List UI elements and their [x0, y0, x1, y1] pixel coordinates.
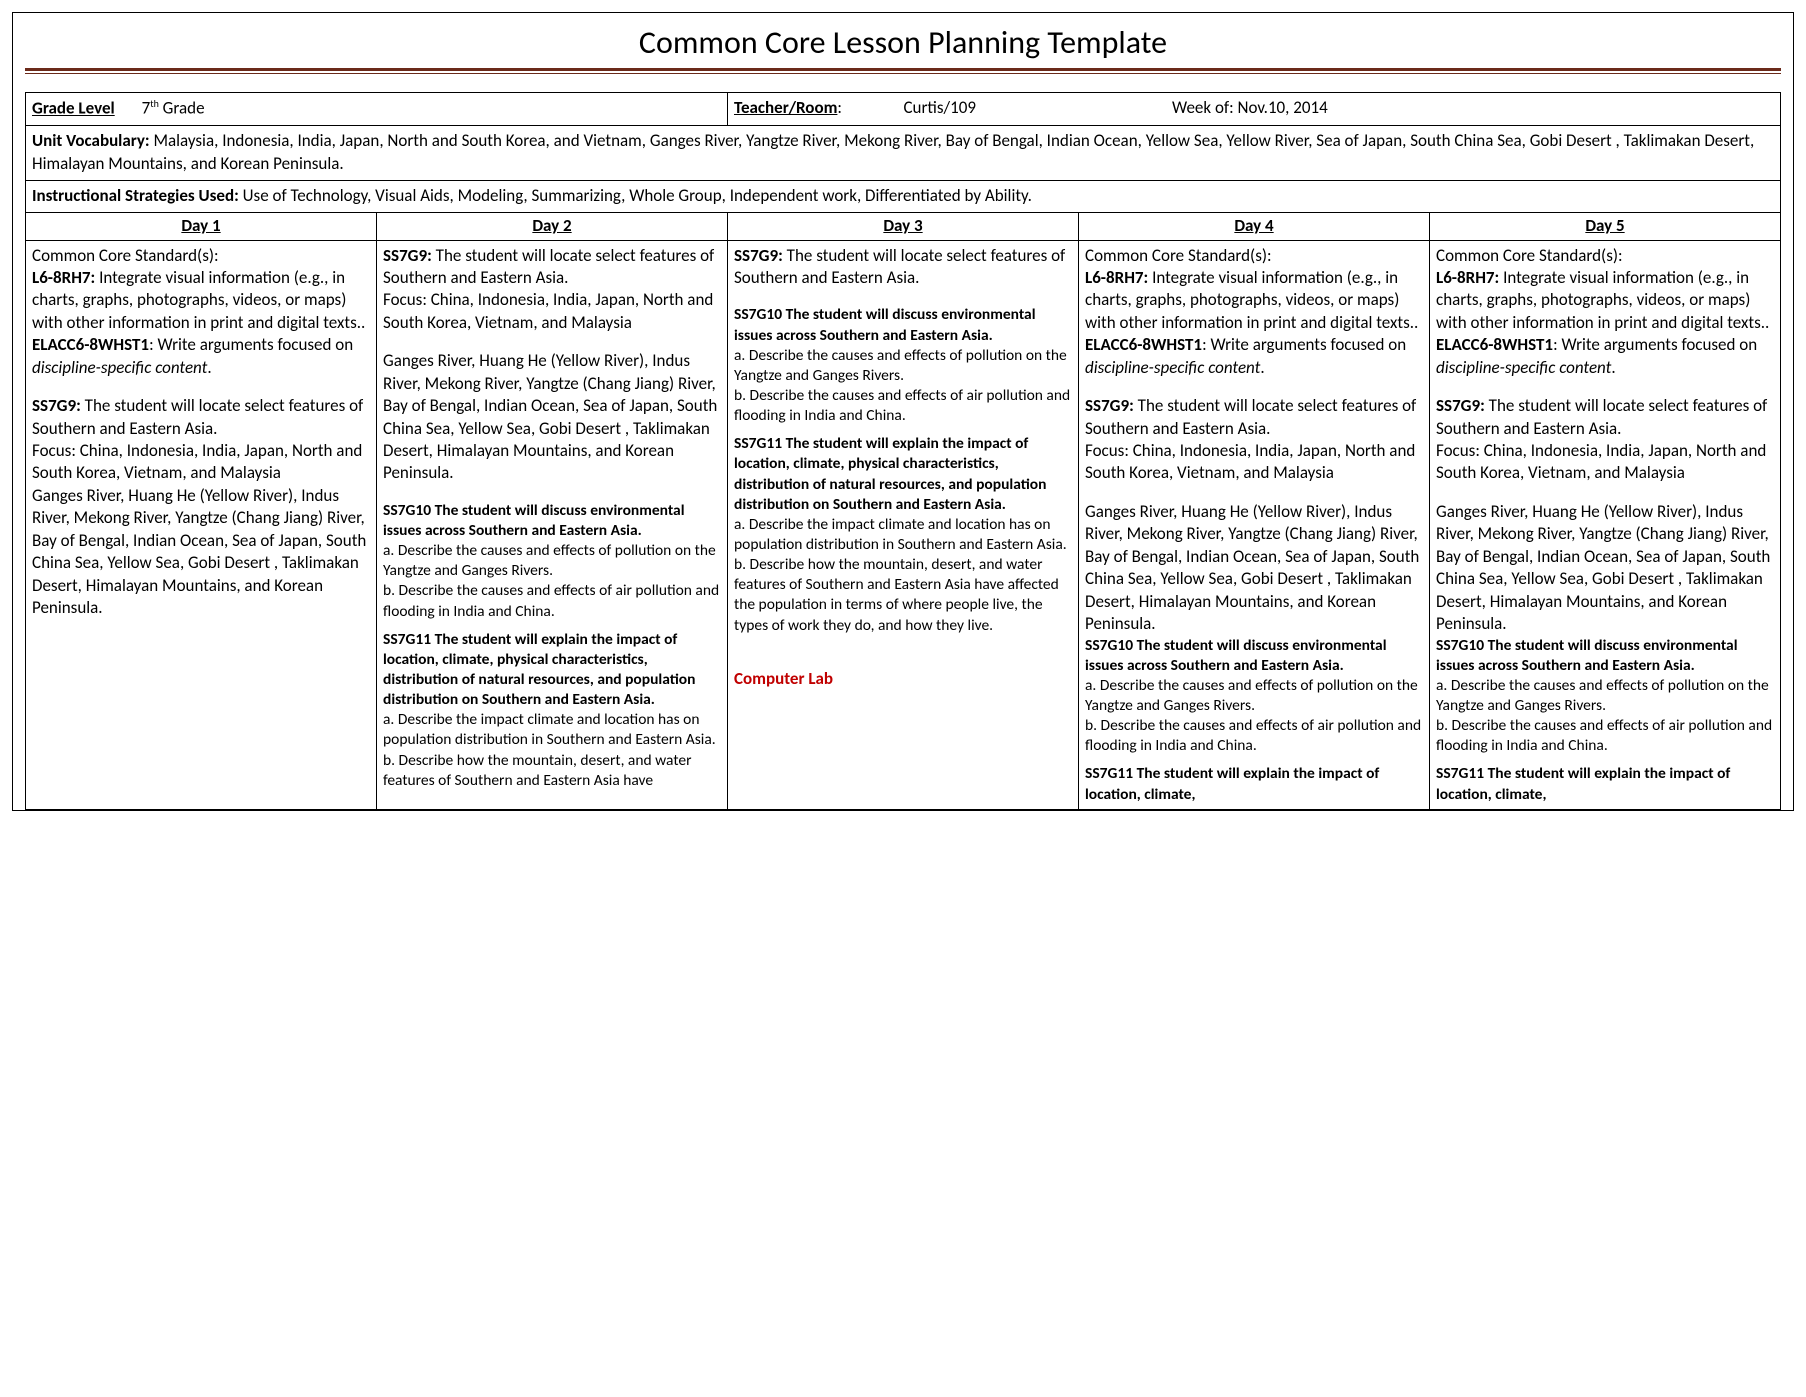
strategies-label: Instructional Strategies Used:	[32, 185, 239, 206]
d5-g10-a: a. Describe the causes and effects of po…	[1436, 676, 1774, 716]
d5-g10-bold: SS7G10 The student will discuss environm…	[1436, 636, 1774, 676]
strategies-row: Instructional Strategies Used: Use of Te…	[26, 180, 1781, 212]
document-title: Common Core Lesson Planning Template	[25, 21, 1781, 68]
teacher-value: Curtis/109	[903, 97, 975, 118]
day2-cell: SS7G9: The student will locate select fe…	[377, 240, 728, 809]
d2-g11-b-cut: b. Describe how the mountain, desert, an…	[383, 751, 721, 791]
vocab-label: Unit Vocabulary:	[32, 130, 150, 151]
teacher-week-cell: Teacher/Room: Curtis/109 Week of: Nov.10…	[728, 93, 1781, 126]
d5-ccs: Common Core Standard(s):	[1436, 245, 1623, 266]
title-divider	[25, 68, 1781, 74]
d3-g10-b: b. Describe the causes and effects of ai…	[734, 386, 1072, 426]
d2-g10-bold: SS7G10 The student will discuss environm…	[383, 501, 721, 541]
d2-g11-bold: SS7G11 The student will explain the impa…	[383, 630, 721, 711]
d5-elacc-code: ELACC6-8WHST1	[1436, 334, 1553, 355]
day4-header: Day 4	[1079, 212, 1430, 240]
grade-label: Grade Level	[32, 98, 115, 119]
d4-elacc-pre: : Write arguments focused on	[1202, 334, 1406, 355]
day2-header: Day 2	[377, 212, 728, 240]
grade-value-sup: th	[150, 97, 159, 110]
grade-value-pre: 7	[142, 98, 151, 119]
day5-cell: Common Core Standard(s): L6-8RH7: Integr…	[1430, 240, 1781, 809]
d3-g10-bold: SS7G10 The student will discuss environm…	[734, 305, 1072, 345]
d3-g10-a: a. Describe the causes and effects of po…	[734, 346, 1072, 386]
day-header-row: Day 1 Day 2 Day 3 Day 4 Day 5	[26, 212, 1781, 240]
page-container: Common Core Lesson Planning Template Gra…	[12, 12, 1794, 811]
d2-g9-text: The student will locate select features …	[383, 245, 714, 288]
teacher-label: Teacher/Room	[734, 97, 837, 118]
day3-header: Day 3	[728, 212, 1079, 240]
d3-computer-lab: Computer Lab	[734, 668, 1072, 690]
d4-ccs: Common Core Standard(s):	[1085, 245, 1272, 266]
d1-elacc-per: .	[207, 357, 211, 378]
d5-elacc-pre: : Write arguments focused on	[1553, 334, 1757, 355]
d1-elacc-code: ELACC6-8WHST1	[32, 334, 149, 355]
d1-elacc-pre: : Write arguments focused on	[149, 334, 353, 355]
d5-focus: Focus: China, Indonesia, India, Japan, N…	[1436, 440, 1774, 485]
d1-features: Ganges River, Huang He (Yellow River), I…	[32, 485, 370, 620]
d1-elacc-it: discipline-specific content	[32, 357, 207, 378]
d1-l68-code: L6-8RH7:	[32, 267, 95, 288]
grade-value-post: Grade	[159, 98, 205, 119]
d3-g9-code: SS7G9:	[734, 245, 783, 266]
d2-g10-b: b. Describe the causes and effects of ai…	[383, 581, 721, 621]
day4-cell: Common Core Standard(s): L6-8RH7: Integr…	[1079, 240, 1430, 809]
strategies-cell: Instructional Strategies Used: Use of Te…	[26, 180, 1781, 212]
d5-elacc-per: .	[1611, 357, 1615, 378]
d2-g9-code: SS7G9:	[383, 245, 432, 266]
d4-g10-b: b. Describe the causes and effects of ai…	[1085, 716, 1423, 756]
d4-elacc-code: ELACC6-8WHST1	[1085, 334, 1202, 355]
d5-l68-code: L6-8RH7:	[1436, 267, 1499, 288]
vocab-text: Malaysia, Indonesia, India, Japan, North…	[32, 130, 1754, 174]
vocab-row: Unit Vocabulary: Malaysia, Indonesia, In…	[26, 125, 1781, 180]
d1-g9-code: SS7G9:	[32, 395, 81, 416]
d4-g10-a: a. Describe the causes and effects of po…	[1085, 676, 1423, 716]
d5-elacc-it: discipline-specific content	[1436, 357, 1611, 378]
grade-cell: Grade Level 7th Grade	[26, 93, 728, 126]
week-value: Week of: Nov.10, 2014	[1172, 97, 1328, 118]
d4-elacc-per: .	[1260, 357, 1264, 378]
d4-g9-text: The student will locate select features …	[1085, 395, 1416, 438]
strategies-text: Use of Technology, Visual Aids, Modeling…	[239, 185, 1032, 206]
day1-cell: Common Core Standard(s): L6-8RH7: Integr…	[26, 240, 377, 809]
d5-features: Ganges River, Huang He (Yellow River), I…	[1436, 501, 1774, 636]
d3-g11-a: a. Describe the impact climate and locat…	[734, 515, 1072, 555]
d2-g11-a: a. Describe the impact climate and locat…	[383, 710, 721, 750]
d3-g11-b: b. Describe how the mountain, desert, an…	[734, 555, 1072, 636]
d4-elacc-it: discipline-specific content	[1085, 357, 1260, 378]
d2-g10-a: a. Describe the causes and effects of po…	[383, 541, 721, 581]
d3-g9-text: The student will locate select features …	[734, 245, 1065, 288]
d2-focus: Focus: China, Indonesia, India, Japan, N…	[383, 289, 721, 334]
d5-g9-text: The student will locate select features …	[1436, 395, 1767, 438]
d4-focus: Focus: China, Indonesia, India, Japan, N…	[1085, 440, 1423, 485]
d3-g11-bold: SS7G11 The student will explain the impa…	[734, 434, 1072, 515]
d5-g11-bold-cut: SS7G11 The student will explain the impa…	[1436, 764, 1774, 804]
day5-header: Day 5	[1430, 212, 1781, 240]
d4-l68-code: L6-8RH7:	[1085, 267, 1148, 288]
d4-g9-code: SS7G9:	[1085, 395, 1134, 416]
d5-g10-b: b. Describe the causes and effects of ai…	[1436, 716, 1774, 756]
day3-cell: SS7G9: The student will locate select fe…	[728, 240, 1079, 809]
d4-features: Ganges River, Huang He (Yellow River), I…	[1085, 501, 1423, 636]
d4-g10-bold: SS7G10 The student will discuss environm…	[1085, 636, 1423, 676]
lesson-plan-table: Grade Level 7th Grade Teacher/Room: Curt…	[25, 92, 1781, 809]
vocab-cell: Unit Vocabulary: Malaysia, Indonesia, In…	[26, 125, 1781, 180]
d4-g11-bold-cut: SS7G11 The student will explain the impa…	[1085, 764, 1423, 804]
day1-header: Day 1	[26, 212, 377, 240]
day-content-row: Common Core Standard(s): L6-8RH7: Integr…	[26, 240, 1781, 809]
ccs-label: Common Core Standard(s):	[32, 245, 219, 266]
header-row: Grade Level 7th Grade Teacher/Room: Curt…	[26, 93, 1781, 126]
d1-focus: Focus: China, Indonesia, India, Japan, N…	[32, 440, 370, 485]
d1-g9-text: The student will locate select features …	[32, 395, 363, 438]
d5-g9-code: SS7G9:	[1436, 395, 1485, 416]
d2-features: Ganges River, Huang He (Yellow River), I…	[383, 350, 721, 485]
